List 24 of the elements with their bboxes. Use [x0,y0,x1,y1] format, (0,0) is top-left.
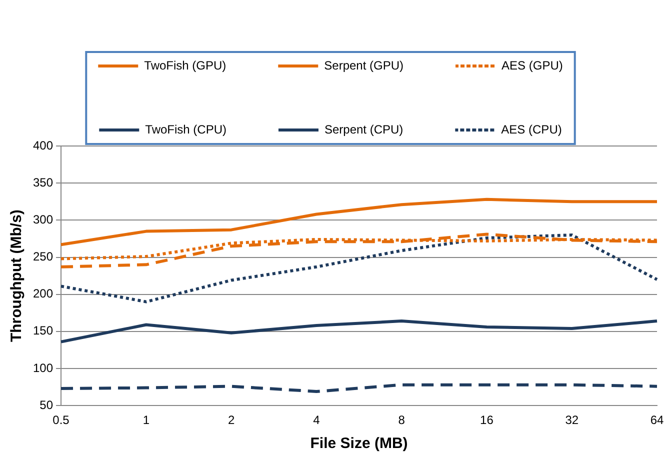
y-tick-label: 150 [32,324,54,338]
x-tick-label: 16 [480,413,494,428]
y-tick-label: 50 [40,398,54,412]
x-tick-label: 0.5 [52,413,70,428]
x-axis-title: File Size (MB) [310,435,408,452]
y-tick-label: 400 [32,138,54,152]
y-tick-label: 100 [32,360,54,375]
legend-label: Serpent (GPU) [324,58,404,72]
x-tick-label: 8 [398,413,406,428]
legend-label: AES (GPU) [502,58,563,72]
x-tick-label: 32 [565,413,579,428]
x-tick-label: 4 [313,413,320,428]
x-tick-label: 2 [228,413,235,428]
x-tick-label: 1 [142,413,150,428]
y-tick-label: 350 [32,175,54,190]
y-axis-title: Throughput (Mb/s) [8,210,26,342]
legend-label: TwoFish (CPU) [145,122,226,136]
y-tick-label: 200 [32,286,54,301]
y-tick-label: 250 [32,250,54,264]
legend-label: AES (CPU) [501,122,562,136]
x-tick-label: 64 [650,413,664,428]
y-tick-label: 300 [32,212,54,226]
legend-label: TwoFish (GPU) [144,58,226,72]
legend-label: Serpent (CPU) [324,122,404,136]
